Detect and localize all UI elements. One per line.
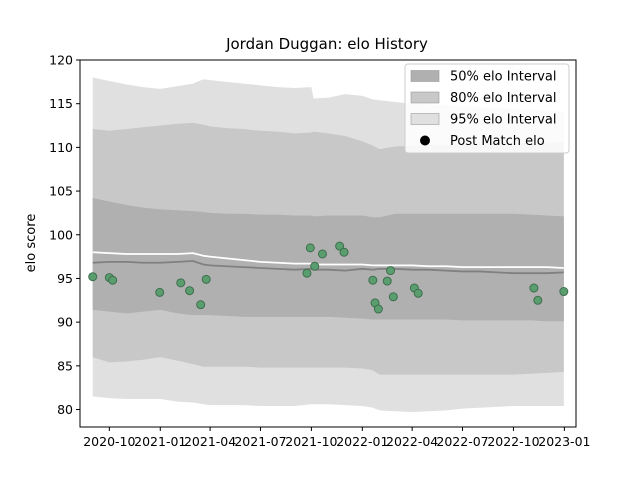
band-50-interval — [92, 198, 564, 322]
post-match-elo-point — [335, 241, 345, 251]
x-tick-label: 2022-04 — [386, 434, 438, 449]
post-match-elo-point — [382, 276, 392, 286]
post-match-elo-point — [88, 272, 98, 282]
legend-label: 80% elo Interval — [450, 91, 557, 106]
y-axis-label: elo score — [24, 214, 39, 273]
legend-swatch-band — [410, 91, 440, 104]
legend-label: 50% elo Interval — [450, 70, 557, 85]
post-match-elo-point — [310, 261, 320, 271]
x-tick-label: 2021-10 — [285, 434, 337, 449]
post-match-elo-point — [155, 287, 165, 297]
post-match-elo-point — [386, 266, 396, 276]
x-tick-label: 2022-07 — [436, 434, 488, 449]
legend-swatch-band — [410, 70, 440, 82]
plot-frame — [79, 59, 577, 428]
x-tick-label: 2022-01 — [336, 434, 388, 449]
post-match-elo-point — [108, 275, 118, 285]
post-match-elo-point — [176, 278, 186, 288]
post-match-elo-point — [339, 247, 349, 257]
y-tick-label: 90 — [57, 315, 73, 330]
legend: 50% elo Interval 80% elo Interval 95% elo … — [404, 63, 570, 154]
post-match-elo-point — [533, 295, 543, 305]
y-tick-label: 95 — [57, 271, 73, 286]
post-match-elo-point — [368, 275, 378, 285]
legend-box — [404, 63, 570, 154]
post-match-elo-point — [305, 243, 315, 253]
x-tick-label: 2023-01 — [538, 434, 590, 449]
post-match-elo-point — [559, 287, 569, 297]
legend-label: 95% elo Interval — [450, 113, 557, 128]
post-match-elo-point — [185, 286, 195, 296]
legend-label: Post Match elo — [450, 134, 545, 149]
legend-marker — [420, 135, 430, 146]
post-match-elo-point — [413, 288, 423, 298]
y-tick-label: 115 — [49, 96, 73, 111]
post-match-elo-point — [529, 283, 539, 293]
post-match-elo-point — [196, 300, 206, 310]
post-match-elo-point — [302, 268, 312, 278]
post-match-elo-point — [201, 274, 211, 284]
median-elo-line — [92, 260, 564, 275]
x-tick-label: 2021-04 — [184, 434, 236, 449]
axes: 808590951001051101151202020-102021-01202… — [49, 53, 590, 450]
post-match-elo-point — [388, 292, 398, 302]
mean-elo-line — [92, 251, 564, 269]
legend-swatch-band — [410, 113, 440, 125]
x-tick-label: 2021-07 — [234, 434, 286, 449]
x-tick-label: 2022-10 — [487, 434, 539, 449]
y-tick-label: 105 — [49, 184, 73, 199]
x-tick-label: 2021-01 — [134, 434, 186, 449]
y-tick-label: 120 — [49, 53, 73, 68]
y-tick-label: 100 — [49, 227, 73, 242]
post-match-elo-point — [373, 304, 383, 314]
y-tick-label: 80 — [57, 402, 73, 417]
chart-title: Jordan Duggan: elo History — [225, 35, 428, 53]
y-tick-label: 110 — [49, 140, 73, 155]
x-tick-label: 2020-10 — [83, 434, 135, 449]
post-match-elo-point — [317, 249, 327, 259]
y-tick-label: 85 — [57, 358, 73, 373]
plot-area — [88, 77, 569, 413]
